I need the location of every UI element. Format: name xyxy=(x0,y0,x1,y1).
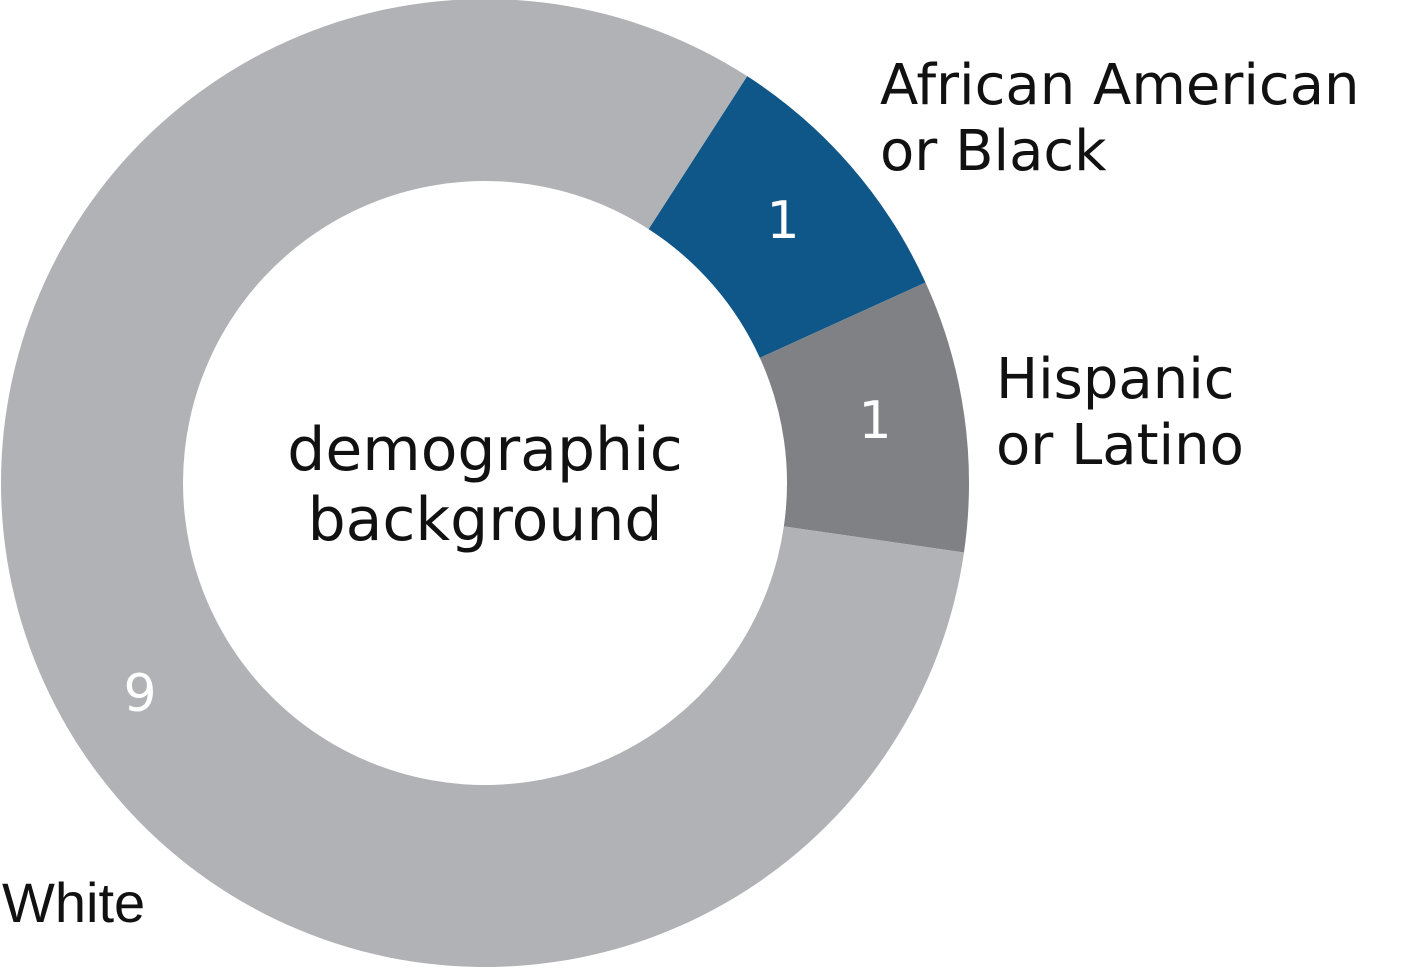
donut-slice xyxy=(1,0,964,967)
donut-slice xyxy=(759,282,969,553)
value-label: 1 xyxy=(766,191,799,251)
category-label: or Latino xyxy=(996,413,1244,478)
value-label: 1 xyxy=(858,391,891,451)
category-label: or Black xyxy=(880,119,1107,184)
center-label: background xyxy=(308,485,663,555)
donut-slice xyxy=(648,76,926,358)
center-label: demographic xyxy=(287,415,682,485)
category-label: White xyxy=(2,871,145,934)
category-label: African American xyxy=(880,53,1360,118)
value-label: 9 xyxy=(123,664,156,724)
category-label: Hispanic xyxy=(996,347,1235,412)
